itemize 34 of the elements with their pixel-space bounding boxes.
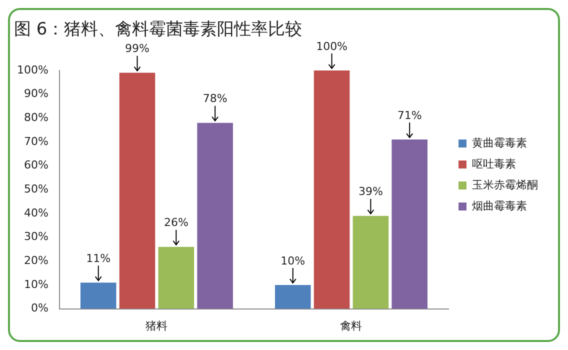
bar xyxy=(352,216,389,309)
data-label: 71% xyxy=(397,108,422,122)
legend-label: 黄曲霉毒素 xyxy=(472,136,527,150)
bar xyxy=(197,122,233,309)
data-label: 99% xyxy=(125,42,150,56)
bar xyxy=(392,140,428,309)
x-tick-label: 猪料 xyxy=(146,319,168,332)
y-tick-label: 20% xyxy=(24,254,48,267)
data-label: 78% xyxy=(202,92,228,106)
y-tick-label: 60% xyxy=(24,158,48,172)
y-tick-label: 100% xyxy=(16,63,48,76)
y-tick-label: 10% xyxy=(24,278,48,291)
y-tick-label: 0% xyxy=(30,302,48,315)
y-tick-label: 40% xyxy=(24,206,48,220)
bar xyxy=(119,72,156,309)
y-tick-label: 70% xyxy=(24,134,48,148)
bar xyxy=(314,70,350,309)
data-label: 100% xyxy=(316,40,348,53)
y-tick-label: 50% xyxy=(24,182,48,196)
data-label: 11% xyxy=(86,252,111,265)
bar xyxy=(80,282,116,309)
legend-label: 玉米赤霉烯酮 xyxy=(472,178,538,192)
x-tick-label: 禽料 xyxy=(340,319,362,332)
legend-label: 烟曲霉毒素 xyxy=(472,199,527,212)
bar xyxy=(274,284,311,309)
data-label: 39% xyxy=(358,185,383,198)
legend-label: 呕吐毒素 xyxy=(472,157,516,170)
data-label: 26% xyxy=(164,216,188,230)
y-tick-label: 30% xyxy=(24,230,48,244)
y-tick-label: 90% xyxy=(24,87,48,100)
data-label: 10% xyxy=(280,254,306,268)
chart-title: 图 6：猪料、禽料霉菌毒素阳性率比较 xyxy=(14,20,302,40)
y-tick-label: 80% xyxy=(24,110,48,124)
bar xyxy=(158,246,194,309)
